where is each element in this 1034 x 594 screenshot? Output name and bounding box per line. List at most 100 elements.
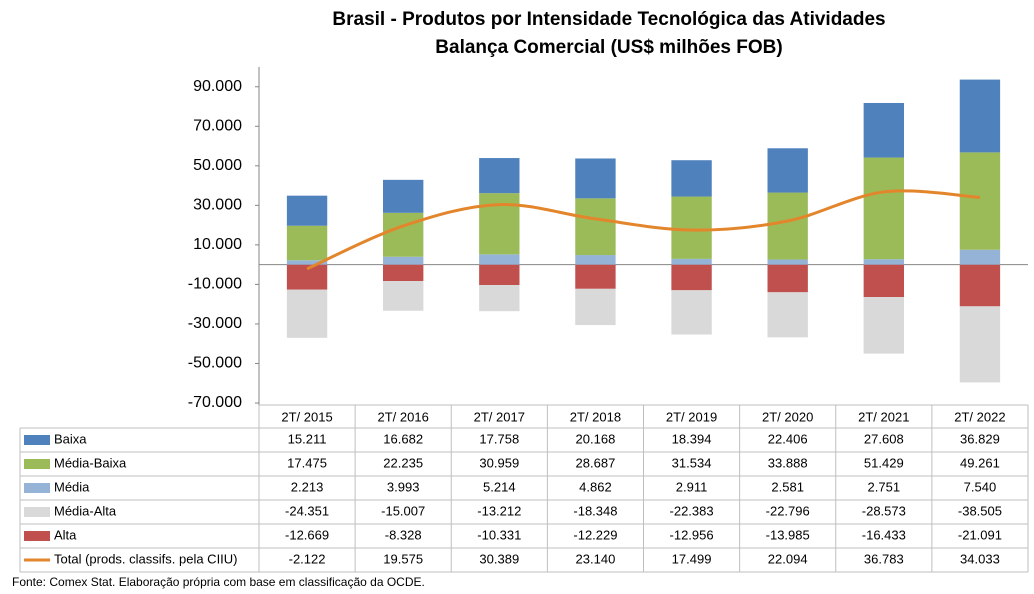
table-value: 22.406 bbox=[768, 431, 808, 446]
table-value: -18.348 bbox=[573, 503, 617, 518]
table-value: 22.094 bbox=[768, 551, 808, 566]
bar bbox=[959, 306, 1001, 383]
bar bbox=[863, 297, 904, 354]
table-value: 2.213 bbox=[291, 479, 324, 494]
legend-swatch bbox=[24, 507, 50, 517]
legend-label: Baixa bbox=[54, 431, 87, 446]
bar bbox=[383, 179, 424, 213]
bar bbox=[575, 198, 616, 256]
table-value: 49.261 bbox=[960, 455, 1000, 470]
table-value: 7.540 bbox=[964, 479, 997, 494]
table-value: -12.669 bbox=[285, 527, 329, 542]
bar bbox=[959, 264, 1001, 307]
legend-label: Média-Baixa bbox=[54, 455, 127, 470]
bar bbox=[863, 264, 904, 298]
bar bbox=[479, 264, 520, 286]
table-value: 36.783 bbox=[864, 551, 904, 566]
x-tick-label: 2T/ 2020 bbox=[762, 409, 813, 424]
bar bbox=[286, 225, 328, 261]
x-tick-label: 2T/ 2015 bbox=[281, 409, 332, 424]
legend-swatch bbox=[24, 459, 50, 469]
bar bbox=[575, 158, 616, 199]
bar bbox=[383, 256, 424, 265]
table-value: -38.505 bbox=[958, 503, 1002, 518]
y-tick-label: 10.000 bbox=[193, 236, 242, 253]
table-value: -12.229 bbox=[573, 527, 617, 542]
bar bbox=[863, 259, 904, 265]
bar bbox=[383, 212, 424, 257]
bar bbox=[479, 158, 520, 194]
y-tick-label: -70.000 bbox=[188, 394, 242, 411]
table-value: 15.211 bbox=[288, 431, 327, 446]
y-tick-label: 90.000 bbox=[193, 78, 242, 95]
table-value: 20.168 bbox=[576, 431, 616, 446]
y-tick-label: 70.000 bbox=[193, 118, 242, 135]
bar bbox=[383, 281, 424, 311]
table-value: 30.959 bbox=[479, 455, 519, 470]
legend-label: Média bbox=[54, 479, 90, 494]
table-value: -21.091 bbox=[958, 527, 1002, 542]
table-value: -13.985 bbox=[766, 527, 810, 542]
bar bbox=[575, 255, 616, 265]
bar bbox=[575, 288, 616, 326]
bar bbox=[959, 249, 1001, 265]
table-value: -10.331 bbox=[477, 527, 521, 542]
bar bbox=[671, 290, 712, 335]
table-value: 19.575 bbox=[383, 551, 423, 566]
bar bbox=[383, 264, 424, 282]
table-value: 28.687 bbox=[576, 455, 616, 470]
table-value: 4.862 bbox=[579, 479, 612, 494]
table-value: -8.328 bbox=[385, 527, 422, 542]
x-tick-label: 2T/ 2018 bbox=[570, 409, 621, 424]
x-tick-label: 2T/ 2017 bbox=[474, 409, 525, 424]
total-line bbox=[306, 189, 981, 271]
table-value: 2.581 bbox=[771, 479, 804, 494]
table-value: 18.394 bbox=[672, 431, 712, 446]
legend-swatch bbox=[24, 435, 50, 445]
table-value: -13.212 bbox=[477, 503, 521, 518]
y-tick-label: 30.000 bbox=[193, 197, 242, 214]
x-tick-label: 2T/ 2021 bbox=[858, 409, 909, 424]
x-tick-label: 2T/ 2016 bbox=[378, 409, 429, 424]
legend-label: Total (prods. classifs. pela CIIU) bbox=[54, 551, 238, 566]
table-value: -24.351 bbox=[285, 503, 329, 518]
bar bbox=[863, 102, 904, 158]
table-value: 36.829 bbox=[960, 431, 1000, 446]
bar bbox=[959, 79, 1001, 153]
legend-swatch bbox=[24, 531, 50, 541]
table-value: 16.682 bbox=[383, 431, 423, 446]
table-value: 51.429 bbox=[864, 455, 904, 470]
bar bbox=[863, 157, 904, 260]
table-value: -16.433 bbox=[862, 527, 906, 542]
bar bbox=[767, 292, 808, 338]
bar bbox=[671, 264, 712, 291]
table-value: 34.033 bbox=[960, 551, 1000, 566]
bar bbox=[671, 160, 712, 197]
source-note: Fonte: Comex Stat. Elaboração própria co… bbox=[12, 575, 425, 589]
bar bbox=[286, 260, 328, 265]
table-value: -28.573 bbox=[862, 503, 906, 518]
legend-label: Alta bbox=[54, 527, 77, 542]
table-value: 2.751 bbox=[868, 479, 901, 494]
y-tick-label: -50.000 bbox=[188, 355, 242, 372]
table-value: -12.956 bbox=[670, 527, 714, 542]
bar bbox=[479, 285, 520, 312]
table-value: -15.007 bbox=[381, 503, 425, 518]
y-tick-label: 50.000 bbox=[193, 157, 242, 174]
table-value: 3.993 bbox=[387, 479, 420, 494]
bar bbox=[767, 192, 808, 260]
table-value: 30.389 bbox=[479, 551, 519, 566]
x-tick-label: 2T/ 2022 bbox=[954, 409, 1005, 424]
table-value: 17.499 bbox=[672, 551, 712, 566]
legend-swatch bbox=[24, 483, 50, 493]
bar bbox=[959, 152, 1001, 250]
y-tick-label: -30.000 bbox=[188, 315, 242, 332]
bar bbox=[286, 195, 328, 226]
x-tick-label: 2T/ 2019 bbox=[666, 409, 717, 424]
bar bbox=[671, 196, 712, 259]
table-value: 23.140 bbox=[576, 551, 616, 566]
bar bbox=[671, 258, 712, 265]
bar bbox=[767, 264, 808, 293]
table-value: -22.383 bbox=[670, 503, 714, 518]
